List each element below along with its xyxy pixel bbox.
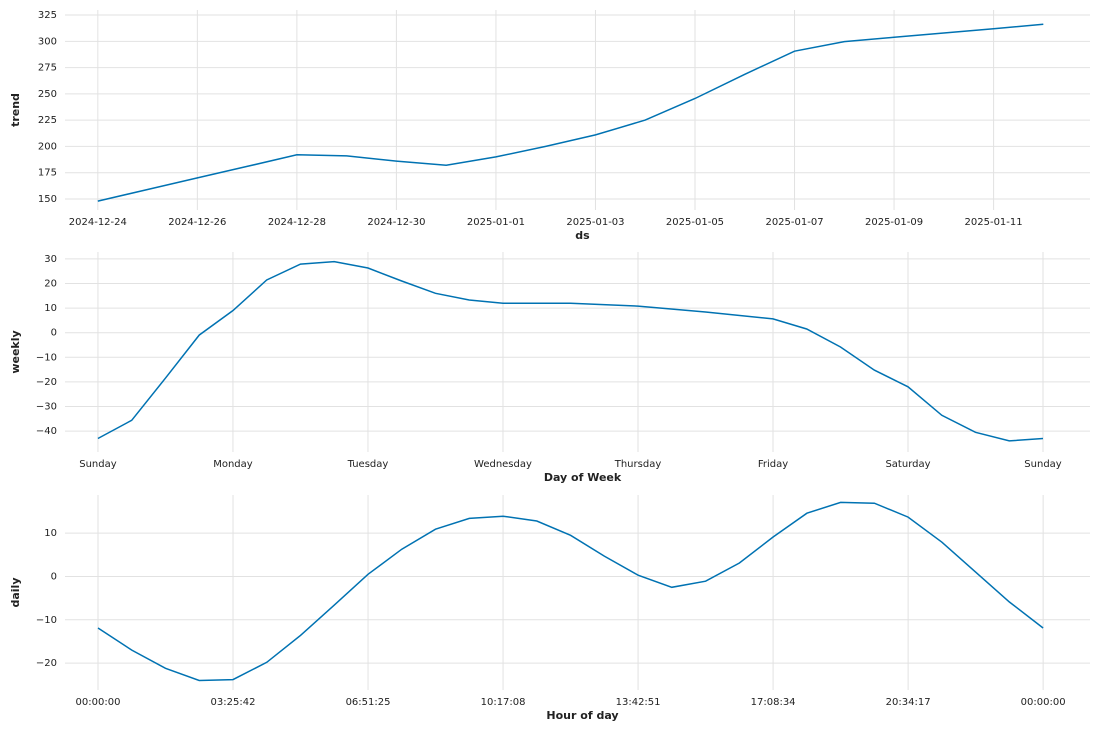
x-tick-label: 2025-01-07 [765,217,823,228]
x-tick-label: 17:08:34 [751,697,796,708]
x-tick-label: 00:00:00 [1021,697,1066,708]
x-tick-label: Wednesday [474,459,532,470]
line [97,501,1044,682]
y-tick-label: 225 [38,115,57,126]
y-tick-label: 0 [51,571,57,582]
y-tick-label: −20 [36,658,57,669]
y-tick-label: −20 [36,377,57,388]
y-tick-label: 10 [44,303,57,314]
y-axis-label: daily [9,577,22,607]
x-tick-label: 20:34:17 [886,697,931,708]
y-axis-label: weekly [9,330,22,373]
line [97,23,1044,202]
y-tick-label: −40 [36,426,57,437]
x-tick-label: 10:17:08 [481,697,526,708]
line [97,260,1044,442]
y-tick-label: 10 [44,528,57,539]
x-tick-label: 2024-12-28 [268,217,326,228]
x-axis-label: Hour of day [546,709,618,722]
x-tick-label: 06:51:25 [346,697,391,708]
y-tick-label: 175 [38,168,57,179]
y-tick-label: 30 [44,254,57,265]
y-tick-label: −10 [36,615,57,626]
y-tick-label: −30 [36,401,57,412]
x-tick-label: Thursday [614,459,662,470]
x-tick-label: 2025-01-09 [865,217,923,228]
y-tick-label: 275 [38,63,57,74]
y-tick-label: 0 [51,328,57,339]
x-tick-label: 2024-12-26 [168,217,226,228]
y-tick-label: −10 [36,352,57,363]
x-tick-label: Sunday [79,459,116,470]
x-tick-label: 13:42:51 [616,697,661,708]
x-tick-label: Monday [213,459,253,470]
x-tick-label: 2025-01-01 [467,217,525,228]
y-tick-label: 200 [38,141,57,152]
y-tick-label: 20 [44,278,57,289]
x-tick-label: 2024-12-30 [367,217,425,228]
y-tick-label: 300 [38,36,57,47]
x-tick-label: Sunday [1024,459,1061,470]
x-tick-label: 2025-01-11 [965,217,1023,228]
x-tick-label: 2025-01-03 [566,217,624,228]
x-tick-label: 00:00:00 [76,697,121,708]
x-tick-label: 2025-01-05 [666,217,724,228]
y-axis-label: trend [9,93,22,127]
x-tick-label: Saturday [885,459,930,470]
x-tick-label: Tuesday [347,459,389,470]
y-tick-label: 250 [38,89,57,100]
y-tick-label: 150 [38,194,57,205]
y-tick-label: 325 [38,10,57,21]
x-axis-label: Day of Week [544,471,622,484]
x-axis-label: ds [575,229,590,242]
x-tick-label: 03:25:42 [211,697,256,708]
x-tick-label: 2024-12-24 [69,217,127,228]
x-tick-label: Friday [758,459,788,470]
